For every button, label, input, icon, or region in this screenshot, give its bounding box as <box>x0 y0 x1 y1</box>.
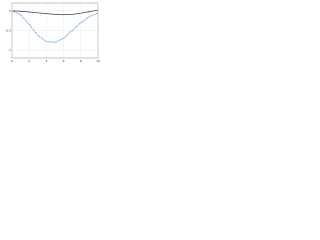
y-tick-label: -1 <box>8 48 11 52</box>
x-tick-label: 2 <box>28 59 30 63</box>
y-tick-label: 0 <box>9 9 11 13</box>
series-line <box>11 9 99 16</box>
x-tick-label: 0 <box>11 59 13 63</box>
y-tick-label: -0.5 <box>5 29 11 33</box>
x-tick-label: 10 <box>96 59 100 63</box>
series-line <box>11 10 99 43</box>
page: {"chart_data": {"type": "line", "x": [0,… <box>0 0 100 66</box>
chart: -1 -0.5 0 0 2 4 6 8 10 <box>5 2 100 63</box>
x-tick-label: 6 <box>63 59 65 63</box>
x-tick-label: 4 <box>45 59 47 63</box>
x-tick-label: 8 <box>80 59 82 63</box>
